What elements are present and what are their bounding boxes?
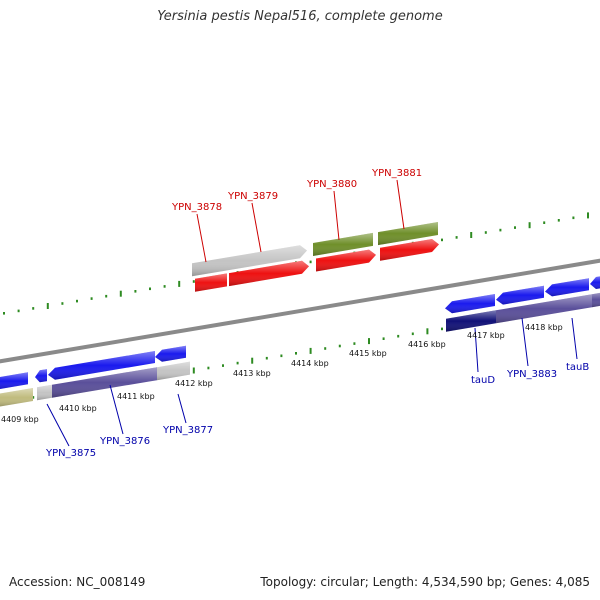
leader-tauB <box>571 317 578 360</box>
leader-YPN-3883 <box>521 317 529 367</box>
gene-YPN-3875-blue-block-shading <box>0 372 28 389</box>
kbp-label: 4417 kbp <box>467 331 505 340</box>
gene-label-YPN_3877[interactable]: YPN_3877 <box>162 425 213 436</box>
gene-label-YPN_3878[interactable]: YPN_3878 <box>171 202 222 213</box>
gene-label-YPN_3879[interactable]: YPN_3879 <box>227 191 278 202</box>
gene-features <box>0 222 600 407</box>
leader-YPN-3879 <box>251 202 262 253</box>
gene-label-YPN_3875[interactable]: YPN_3875 <box>45 448 96 459</box>
leader-YPN-3878 <box>196 213 207 263</box>
gene-YPN-3876-blue-arrow-shading <box>48 351 155 380</box>
kbp-label: 4410 kbp <box>59 404 97 413</box>
gene-label-YPN_3883[interactable]: YPN_3883 <box>506 369 557 380</box>
leader-YPN-3877 <box>177 393 187 424</box>
gene-tauD-blue-arrow-shading <box>445 294 495 314</box>
gene-label-YPN_3880[interactable]: YPN_3880 <box>306 179 357 190</box>
gene-tauD-navy-block-shading <box>446 310 496 332</box>
gene-label-tauD[interactable]: tauD <box>471 375 495 386</box>
gene-YPN-3877-blue-arrow-shading <box>155 345 186 362</box>
kbp-label: 4411 kbp <box>117 392 155 401</box>
gene-YPN-3877-grey-block-shading <box>157 361 190 381</box>
kbp-label: 4412 kbp <box>175 379 213 388</box>
kbp-label: 4418 kbp <box>525 323 563 332</box>
gene-tauB-purple-block-shading <box>592 292 600 308</box>
gene-YPN-3881-red-arrow-shading <box>380 239 439 261</box>
kbp-label: 4416 kbp <box>408 340 446 349</box>
gene-YPN-3875-khaki-block-shading <box>0 388 33 407</box>
gene-next-blue-arrow-shading <box>590 276 600 289</box>
accession-text: Accession: NC_008149 <box>9 575 146 589</box>
topology-text: Topology: circular; Length: 4,534,590 bp… <box>260 575 590 589</box>
gene-tauB-blue-arrow-shading <box>545 278 589 297</box>
leader-YPN-3876 <box>109 384 124 435</box>
gene-YPN-3881-olive-block-shading <box>378 222 438 246</box>
gene-YPN-3879-red-arrow-shading <box>229 260 309 287</box>
gene-YPN-3880-olive-block-shading <box>313 232 373 256</box>
leader-YPN-3875 <box>46 403 70 447</box>
kbp-label: 4409 kbp <box>1 415 39 424</box>
gene-YPN-3878-grey-block-shading <box>192 245 307 277</box>
kbp-label: 4415 kbp <box>349 349 387 358</box>
gene-grey-block-shading <box>37 384 52 401</box>
gene-YPN-3880-red-arrow-shading <box>316 249 376 272</box>
kbp-label: 4414 kbp <box>291 359 329 368</box>
genome-backbone <box>0 258 600 364</box>
gene-small-blue-arrow-shading <box>35 369 47 383</box>
leader-tauD <box>474 327 479 373</box>
leader-YPN-3880 <box>333 190 340 241</box>
label-leader-lines <box>46 179 578 447</box>
gene-YPN-3883-purple-block-shading <box>496 294 592 324</box>
gene-YPN-3878-red-arrow-shading <box>195 273 227 292</box>
leader-YPN-3881 <box>396 179 405 230</box>
gene-label-YPN_3881[interactable]: YPN_3881 <box>371 168 422 179</box>
map-title: Yersinia pestis Nepal516, complete genom… <box>157 9 443 24</box>
gene-YPN-3876-purple-block-shading <box>52 367 157 398</box>
gene-label-YPN_3876[interactable]: YPN_3876 <box>99 436 150 447</box>
gene-label-tauB[interactable]: tauB <box>566 362 589 373</box>
gene-YPN-3883-blue-arrow-shading <box>496 285 544 305</box>
kbp-label: 4413 kbp <box>233 369 271 378</box>
